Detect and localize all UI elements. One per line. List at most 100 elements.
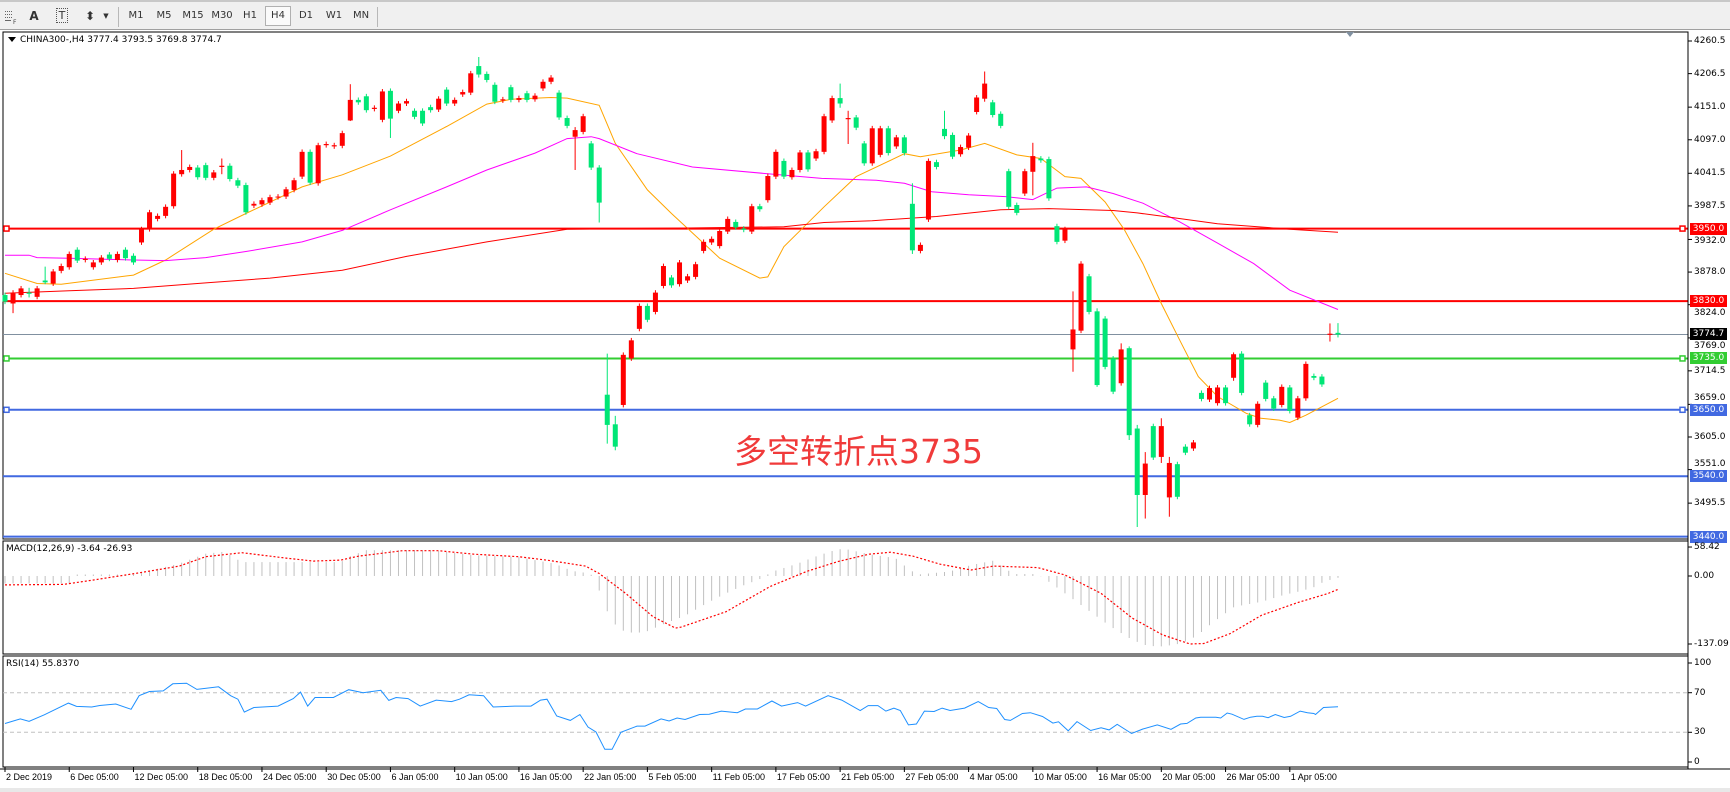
timeframe-h4[interactable]: H4: [265, 6, 291, 26]
candle-body: [837, 98, 843, 104]
candle-body: [122, 249, 128, 259]
macd-tick-label: 58.42: [1694, 542, 1720, 553]
candle-body: [1223, 387, 1229, 404]
arrows-icon[interactable]: ⬍: [84, 9, 96, 23]
candle-body: [1335, 332, 1341, 335]
candle-body: [179, 169, 185, 175]
candle-body: [1327, 333, 1333, 335]
candle-body: [34, 288, 40, 297]
candle-body: [901, 137, 907, 154]
time-tick-label: 11 Feb 05:00: [712, 772, 765, 782]
candle-body: [660, 266, 666, 286]
rsi-tick-label: 30: [1694, 727, 1706, 738]
candle-body: [685, 276, 691, 281]
moving-average-line-1: [5, 136, 1339, 310]
candle-body: [612, 424, 618, 447]
candle-body: [1086, 276, 1092, 312]
timeframe-m15[interactable]: M15: [182, 10, 204, 21]
candle-body: [845, 118, 851, 120]
macd-panel-frame: [2, 540, 1689, 655]
candle-body: [1287, 387, 1293, 412]
candle-body: [395, 103, 401, 111]
grid-icon[interactable]: F: [3, 6, 19, 26]
candle-body: [1303, 363, 1309, 399]
candle-body: [909, 203, 915, 251]
macd-tick-label: -137.09: [1694, 638, 1729, 649]
macd-tick-label: 0.00: [1694, 571, 1715, 581]
candle-body: [1319, 376, 1325, 385]
moving-average-line-0: [4, 96, 1339, 424]
candle-body: [982, 83, 988, 99]
time-tick-label: 17 Feb 05:00: [776, 772, 830, 782]
candle-body: [797, 152, 803, 170]
candle-body: [500, 99, 506, 101]
collapse-triangle-icon[interactable]: [8, 37, 16, 42]
candle-body: [885, 128, 891, 154]
candle-body: [869, 128, 875, 164]
candle-body: [564, 118, 570, 126]
time-tick-label: 26 Mar 05:00: [1226, 772, 1280, 782]
candle-body: [476, 66, 482, 75]
candle-body: [251, 203, 257, 206]
timeframe-m5[interactable]: M5: [156, 10, 172, 21]
candle-body: [741, 228, 747, 230]
candle-body: [1247, 415, 1253, 425]
candle-body: [267, 197, 273, 203]
candle-body: [1279, 386, 1285, 405]
rsi-tick-label: 100: [1694, 658, 1712, 668]
timeframe-h1[interactable]: H1: [243, 10, 257, 21]
candle-body: [958, 147, 964, 155]
candle-body: [733, 221, 739, 228]
timeframe-m1[interactable]: M1: [128, 10, 144, 21]
candle-body: [1158, 426, 1164, 457]
price-tick-label: 3769.0: [1694, 341, 1726, 352]
candle-body: [580, 116, 586, 132]
timeframe-w1[interactable]: W1: [325, 10, 343, 21]
candle-body: [468, 73, 474, 93]
candle-body: [50, 271, 56, 284]
rsi-tick-label: 70: [1694, 687, 1706, 698]
candle-body: [275, 196, 281, 198]
time-tick-label: 4 Mar 05:00: [969, 772, 1018, 782]
dropdown-arrow-icon[interactable]: ▼: [103, 12, 109, 20]
candle-body: [235, 180, 241, 186]
timeframe-m30[interactable]: M30: [211, 10, 233, 21]
candle-body: [781, 160, 787, 177]
candle-body: [540, 81, 546, 89]
candle-body: [1255, 403, 1261, 425]
candle-body: [219, 165, 225, 167]
text-A-icon[interactable]: A: [29, 9, 39, 23]
candle-body: [1102, 318, 1108, 367]
candle-body: [966, 135, 972, 148]
candle-body: [917, 244, 923, 251]
text-label-icon[interactable]: T: [54, 6, 70, 26]
candle-body: [548, 77, 554, 82]
timeframe-mn[interactable]: MN: [352, 10, 370, 21]
candle-body: [1022, 171, 1028, 194]
candle-body: [1198, 392, 1204, 399]
text-label-glyph: T: [55, 8, 69, 23]
time-tick-label: 10 Mar 05:00: [1033, 772, 1087, 782]
timeframe-d1[interactable]: D1: [298, 10, 314, 21]
time-tick-label: 27 Feb 05:00: [905, 772, 959, 782]
candle-body: [1054, 226, 1060, 242]
candle-body: [203, 165, 209, 178]
price-tick-label: 3824.0: [1694, 308, 1726, 319]
candle-body: [1078, 263, 1084, 331]
candle-body: [950, 134, 956, 157]
candle-body: [757, 206, 763, 210]
level-price-label: 3830.0: [1690, 295, 1727, 308]
candle-body: [363, 96, 369, 111]
candle-body: [323, 143, 329, 146]
price-tick-label: 3987.5: [1694, 200, 1726, 211]
candle-body: [1062, 229, 1068, 241]
candle-body: [187, 166, 193, 170]
candle-body: [452, 99, 458, 104]
candle-body: [668, 277, 674, 286]
candle-body: [516, 98, 522, 100]
chart-shift-marker-icon: [1346, 32, 1354, 37]
candle-body: [861, 143, 867, 164]
candle-body: [18, 288, 24, 296]
candle-body: [596, 167, 602, 203]
